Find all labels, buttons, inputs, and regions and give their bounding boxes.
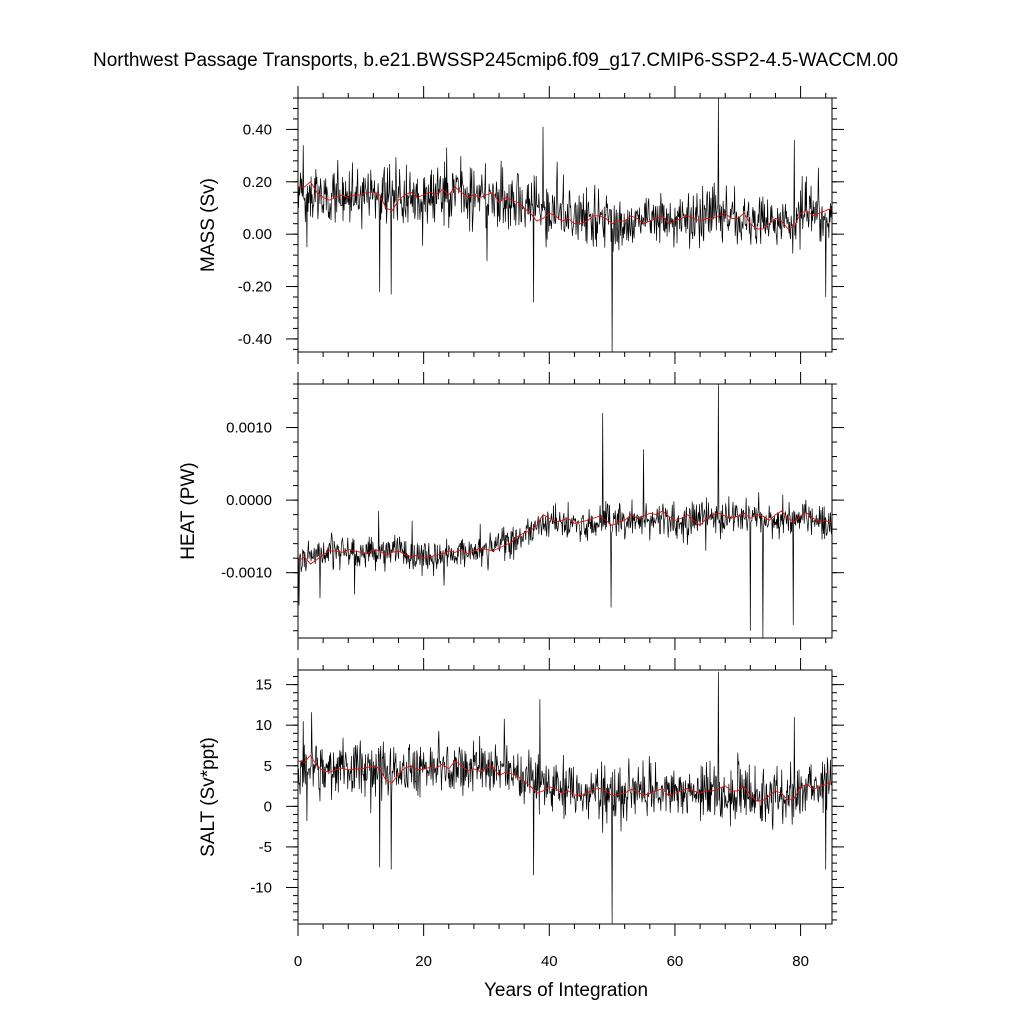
- y-tick-label: -0.20: [238, 279, 272, 296]
- series-line-monthly: [298, 671, 832, 924]
- panel-2: -0.0010 0.0000 0.0010 HEAT (PW): [178, 372, 844, 650]
- series-line-running-mean: [298, 754, 832, 802]
- y-tick-label: 0.0000: [226, 492, 272, 509]
- x-tick-label: 0: [294, 953, 302, 970]
- panel-1: -0.40 -0.20 0.00 0.20 0.40 MASS (Sv): [198, 86, 844, 364]
- y-axis-title: MASS (Sv): [198, 178, 219, 272]
- plot-frame: [297, 97, 833, 353]
- y-tick-label: 5: [264, 758, 272, 775]
- y-axis-title: HEAT (PW): [178, 462, 199, 559]
- chart-title: Northwest Passage Transports, b.e21.BWSS…: [93, 50, 898, 71]
- panels: -0.40 -0.20 0.00 0.20 0.40 MASS (Sv) -0.0010 0.…: [178, 86, 844, 970]
- y-tick-label: 10: [255, 717, 272, 734]
- x-tick-label: 40: [541, 953, 558, 970]
- y-tick-label: 15: [255, 677, 272, 694]
- x-tick-label: 80: [792, 953, 809, 970]
- plot-frame: [297, 669, 833, 925]
- x-tick-label: 20: [415, 953, 432, 970]
- y-tick-label: 0: [264, 798, 272, 815]
- x-axis-title: Years of Integration: [484, 980, 648, 1001]
- series-line-monthly: [298, 98, 832, 352]
- y-axis-title: SALT (Sv*ppt): [198, 737, 219, 857]
- plot-frame: [297, 383, 833, 639]
- y-tick-label: -0.40: [238, 331, 272, 348]
- panel-3: -10 -5 0 5 10 15 SALT (Sv*ppt) 0 20 40 60 80: [198, 658, 844, 970]
- y-tick-label: -5: [259, 839, 272, 856]
- y-tick-label: 0.20: [243, 174, 272, 191]
- y-tick-label: -10: [250, 879, 272, 896]
- y-tick-label: 0.40: [243, 121, 272, 138]
- series-line-monthly: [298, 384, 832, 638]
- y-tick-label: 0.00: [243, 226, 272, 243]
- x-tick-label: 60: [667, 953, 684, 970]
- series-line-running-mean: [298, 181, 832, 230]
- y-tick-label: -0.0010: [221, 565, 272, 582]
- series-line-running-mean: [298, 510, 832, 565]
- y-tick-label: 0.0010: [226, 420, 272, 437]
